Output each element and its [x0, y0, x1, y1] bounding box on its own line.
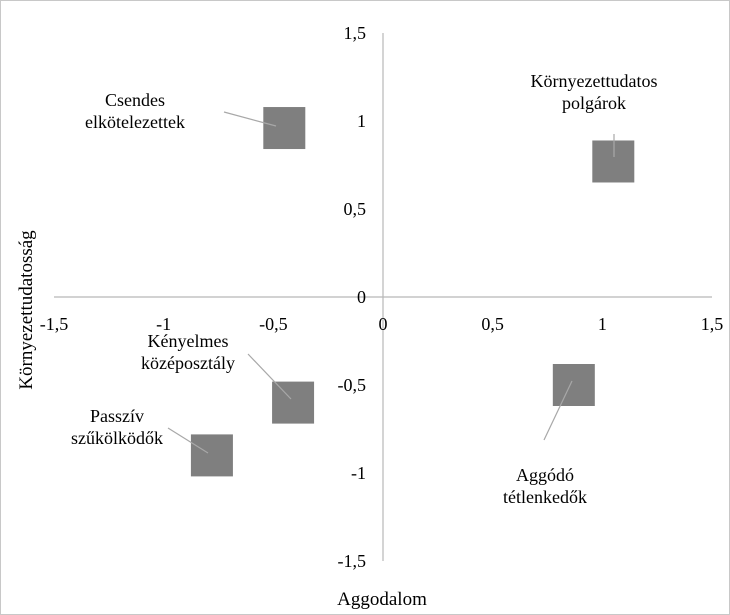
x-axis-title: Aggodalom	[337, 589, 427, 610]
point-label: Kényelmes középosztály	[141, 331, 235, 373]
point-label-line: Aggódó	[516, 465, 574, 485]
data-point-square	[263, 107, 306, 150]
point-label: Csendes elkötelezettek	[85, 90, 185, 132]
label-leader-line	[223, 111, 277, 127]
point-label-line: középosztály	[141, 353, 235, 373]
point-label-line: Környezettudatos	[531, 71, 658, 91]
label-leader-line	[543, 380, 573, 441]
x-tick-label: 1	[598, 314, 607, 334]
data-point-square	[552, 364, 595, 406]
point-label-line: Csendes	[105, 90, 165, 110]
point-label: Környezettudatos polgárok	[531, 71, 658, 113]
y-axis-title: Környezettudatosság	[16, 230, 37, 390]
data-point-square	[272, 381, 315, 424]
y-tick-label: 1,5	[344, 23, 367, 43]
y-tick-label: -1	[351, 463, 366, 483]
point-label-line: Passzív	[90, 406, 144, 426]
data-points	[190, 107, 635, 477]
x-tick-label: -1,5	[40, 314, 69, 334]
point-label: Passzív szűkölködők	[71, 406, 163, 448]
x-tick-label: -0,5	[259, 314, 288, 334]
label-leader-line	[167, 427, 209, 454]
x-tick-label: 0,5	[481, 314, 504, 334]
x-tick-label: 1,5	[701, 314, 724, 334]
y-tick-label: -0,5	[338, 375, 367, 395]
point-label: Aggódó tétlenkedők	[503, 465, 587, 507]
data-point-square	[190, 434, 233, 477]
point-label-line: tétlenkedők	[503, 487, 587, 507]
y-tick-label: 0,5	[344, 199, 367, 219]
point-label-line: polgárok	[562, 93, 626, 113]
x-tick-label: 0	[379, 314, 388, 334]
axes: -1,5 -1 -0,5 0 0,5 1 1,5 -1,5 -1 -0,5 0 0,5 1 1,5	[40, 23, 724, 571]
point-label-line: elkötelezettek	[85, 112, 185, 132]
label-leader-line	[247, 353, 292, 400]
point-label-line: Kényelmes	[148, 331, 229, 351]
y-tick-label: 1	[357, 111, 366, 131]
y-tick-label: 0	[357, 287, 366, 307]
x-tick-label: -1	[156, 314, 171, 334]
y-tick-label: -1,5	[338, 551, 367, 571]
data-point-square	[592, 140, 635, 183]
point-label-line: szűkölködők	[71, 428, 163, 448]
point-labels: Csendes elkötelezettek Környezettudatos pol…	[71, 71, 657, 507]
